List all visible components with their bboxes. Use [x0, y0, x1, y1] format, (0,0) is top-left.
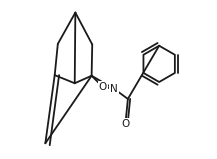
Text: O: O [121, 119, 130, 129]
Text: O: O [99, 82, 107, 92]
Text: N: N [110, 84, 118, 94]
